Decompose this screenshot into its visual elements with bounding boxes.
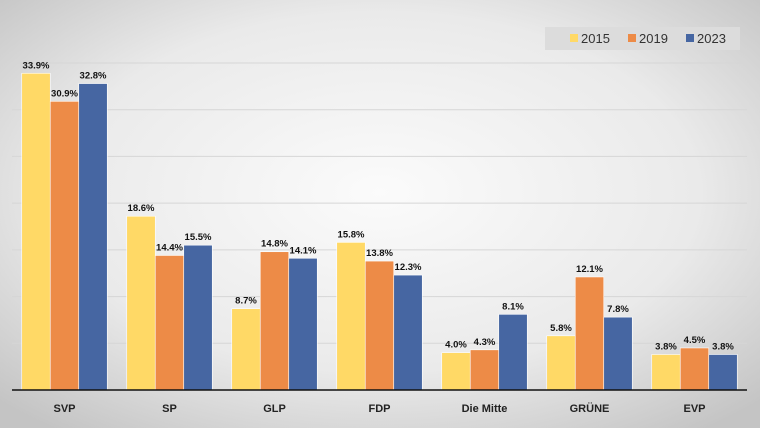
bar-2015-fdp xyxy=(336,242,366,391)
data-label: 8.1% xyxy=(502,301,524,312)
x-tick-label: SVP xyxy=(53,403,75,415)
bar-2023-sp xyxy=(183,244,213,391)
data-label: 4.0% xyxy=(445,340,467,351)
x-tick-label: FDP xyxy=(369,403,391,415)
data-label: 33.9% xyxy=(23,60,50,71)
data-label: 3.8% xyxy=(655,341,677,352)
x-tick-label: GRÜNE xyxy=(570,402,610,415)
data-label: 7.8% xyxy=(607,304,629,315)
bar-2023-glp xyxy=(288,257,318,391)
legend-swatch-2015 xyxy=(570,34,578,42)
data-label: 4.5% xyxy=(684,335,706,346)
bar-2015-evp xyxy=(651,354,681,391)
bar-2023-svp xyxy=(78,83,108,391)
data-label: 5.8% xyxy=(550,323,572,334)
bar-2023-fdp xyxy=(393,274,423,391)
data-label: 4.3% xyxy=(474,337,496,348)
legend-swatch-2023 xyxy=(686,34,694,42)
bar-2019-grüne xyxy=(574,276,605,391)
bar-2015-sp xyxy=(126,215,156,391)
legend-label-2015: 2015 xyxy=(581,31,610,46)
x-tick-label: GLP xyxy=(263,403,286,415)
bar-2019-fdp xyxy=(364,260,395,391)
data-label: 8.7% xyxy=(235,296,257,307)
bar-2019-sp xyxy=(154,255,185,391)
bar-2023-grüne xyxy=(603,316,633,391)
data-label: 12.1% xyxy=(576,264,603,275)
data-labels: 33.9%30.9%32.8%18.6%14.4%15.5%8.7%14.8%1… xyxy=(23,60,735,352)
data-label: 30.9% xyxy=(51,88,78,99)
bar-2019-glp xyxy=(259,251,290,391)
data-label: 18.6% xyxy=(128,203,155,214)
bar-2019-svp xyxy=(49,101,80,391)
bar-2019-die-mitte xyxy=(469,349,500,391)
x-tick-labels: SVP SP GLP FDP Die Mitte GRÜNE EVP xyxy=(53,402,705,415)
data-label: 14.8% xyxy=(261,239,288,250)
legend-box xyxy=(545,27,740,50)
legend: 2015 2019 2023 xyxy=(545,27,740,50)
legend-label-2023: 2023 xyxy=(697,31,726,46)
legend-swatch-2019 xyxy=(628,34,636,42)
data-label: 32.8% xyxy=(80,71,107,82)
x-tick-label: SP xyxy=(162,403,177,415)
bar-2023-die-mitte xyxy=(498,314,528,391)
data-label: 13.8% xyxy=(366,248,393,259)
x-tick-label: EVP xyxy=(683,403,705,415)
data-label: 15.8% xyxy=(338,229,365,240)
legend-label-2019: 2019 xyxy=(639,31,668,46)
data-label: 12.3% xyxy=(395,262,422,273)
bar-2023-evp xyxy=(708,354,738,391)
data-label: 3.8% xyxy=(712,341,734,352)
bar-2019-evp xyxy=(679,347,710,391)
x-tick-label: Die Mitte xyxy=(462,403,508,415)
bar-2015-grüne xyxy=(546,335,576,391)
data-label: 15.5% xyxy=(185,232,212,243)
data-label: 14.4% xyxy=(156,242,183,253)
bar-2015-svp xyxy=(21,72,51,391)
bar-2015-die-mitte xyxy=(441,352,471,391)
data-label: 14.1% xyxy=(290,245,317,256)
bar-2015-glp xyxy=(231,308,261,391)
